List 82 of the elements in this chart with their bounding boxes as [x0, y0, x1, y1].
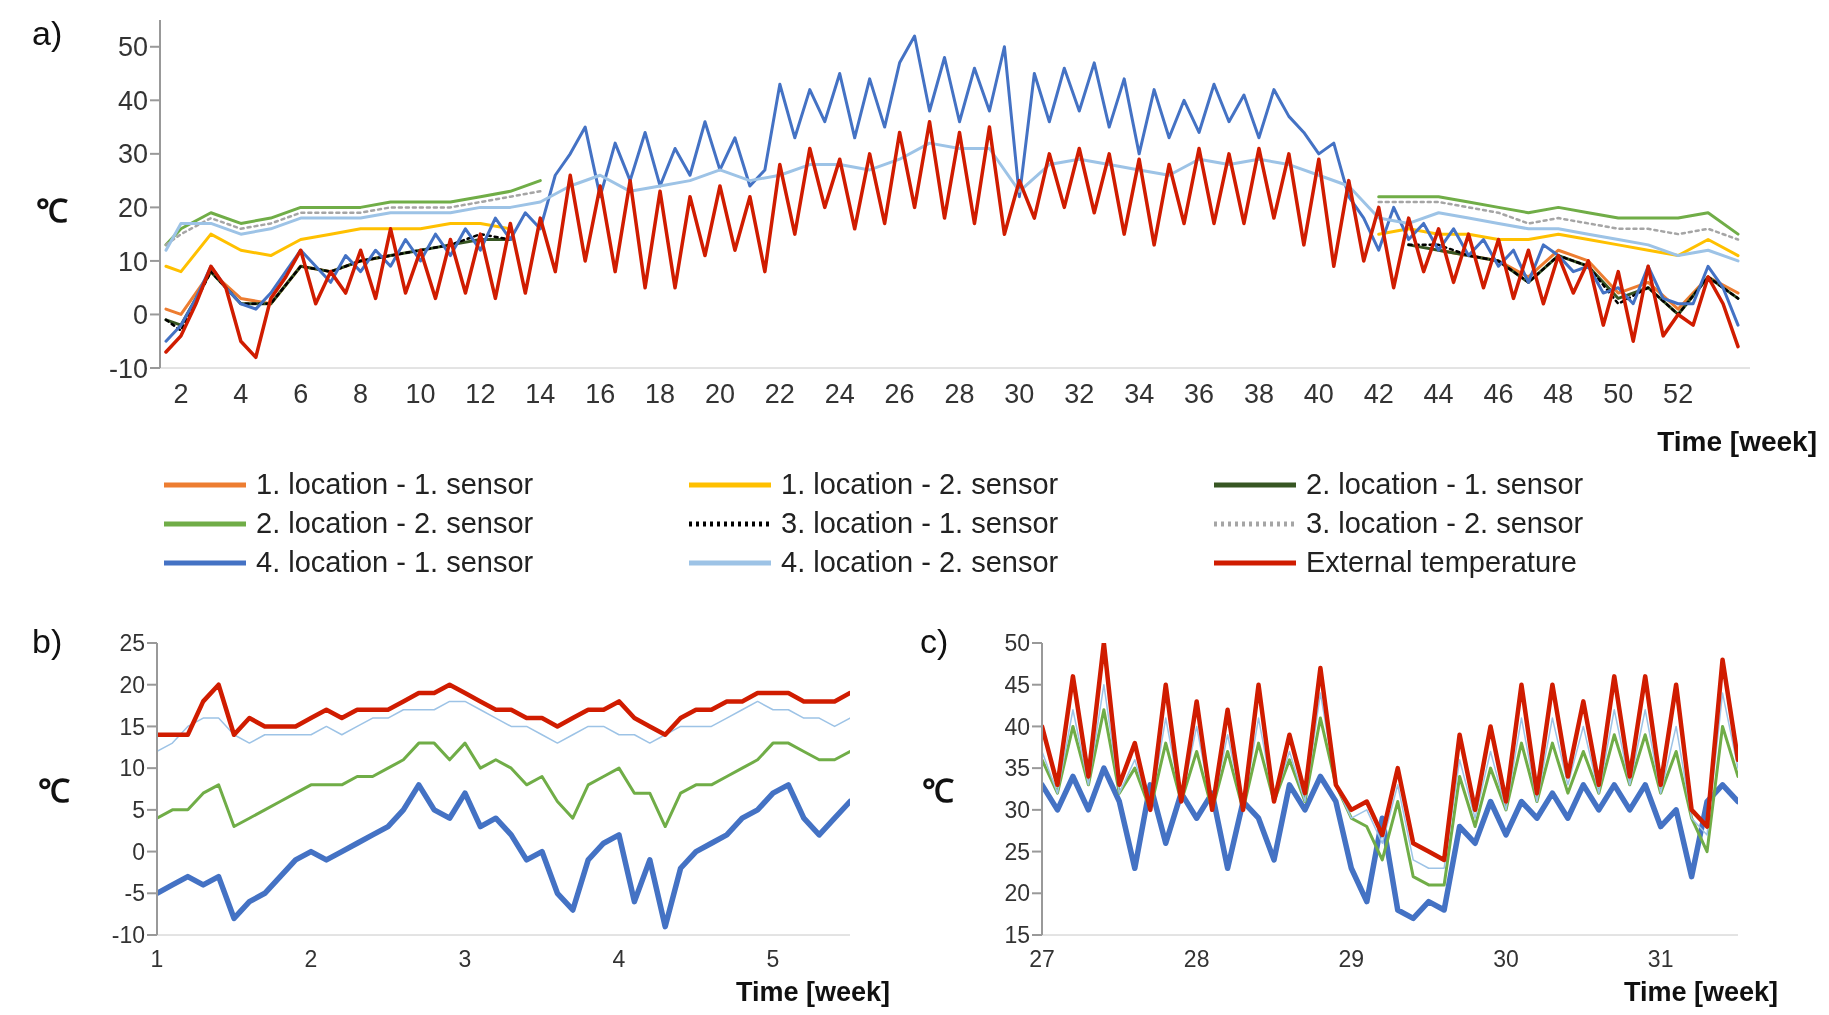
y-tick-label: 5 — [132, 797, 145, 824]
x-tick-label: 1 — [150, 946, 164, 973]
x-tick-label: 8 — [353, 379, 369, 410]
y-tick-label: 50 — [1004, 630, 1030, 657]
chart-title: b) — [32, 622, 63, 661]
x-tick-label: 5 — [766, 946, 780, 973]
legend-label: 4. location - 2. sensor — [781, 546, 1059, 579]
y-tick-label: 40 — [1004, 713, 1030, 740]
y-tick-label: 20 — [119, 671, 145, 698]
y-tick-label: -10 — [111, 922, 145, 949]
y-tick-label: 25 — [119, 630, 145, 657]
x-tick-label: 52 — [1663, 379, 1694, 410]
x-tick-label: 3 — [458, 946, 472, 973]
x-axis-title: Time [week] — [1657, 426, 1817, 458]
line-series — [164, 34, 1740, 343]
x-tick-label: 42 — [1363, 379, 1394, 410]
x-tick-label: 24 — [824, 379, 855, 410]
x-tick-label: 36 — [1184, 379, 1215, 410]
y-tick-label: 30 — [117, 139, 148, 170]
chart-title: c) — [920, 622, 949, 661]
legend-label: 3. location - 2. sensor — [1306, 507, 1584, 540]
x-tick-label: 28 — [944, 379, 975, 410]
x-tick-label: 50 — [1603, 379, 1634, 410]
y-tick-label: 10 — [117, 246, 148, 277]
legend-label: 1. location - 2. sensor — [781, 468, 1059, 501]
x-tick-label: 4 — [612, 946, 626, 973]
x-tick-label: 14 — [525, 379, 556, 410]
line-series — [164, 119, 1740, 360]
x-axis-title: Time [week] — [735, 977, 890, 1008]
x-tick-label: 20 — [704, 379, 735, 410]
y-axis-title: ℃ — [38, 772, 70, 811]
y-tick-label: -10 — [108, 353, 148, 384]
y-tick-label: 15 — [119, 713, 145, 740]
x-tick-label: 16 — [585, 379, 616, 410]
x-tick-label: 44 — [1423, 379, 1454, 410]
legend-label: External temperature — [1306, 546, 1577, 579]
y-tick-label: 40 — [117, 85, 148, 116]
legend-label: 4. location - 1. sensor — [256, 546, 534, 579]
y-tick-label: 30 — [1004, 797, 1030, 824]
y-tick-label: 0 — [132, 300, 148, 331]
y-tick-label: 25 — [1004, 838, 1030, 865]
y-tick-label: 15 — [1004, 922, 1030, 949]
line-series — [157, 741, 850, 829]
x-tick-label: 22 — [764, 379, 795, 410]
x-tick-label: 2 — [304, 946, 318, 973]
x-tick-label: 4 — [233, 379, 249, 410]
x-tick-label: 12 — [465, 379, 496, 410]
x-tick-label: 29 — [1338, 946, 1365, 973]
y-tick-label: 45 — [1004, 671, 1030, 698]
x-tick-label: 38 — [1243, 379, 1274, 410]
x-tick-label: 27 — [1029, 946, 1055, 973]
legend-label: 1. location - 1. sensor — [256, 468, 534, 501]
legend-label: 3. location - 1. sensor — [781, 507, 1059, 540]
x-tick-label: 18 — [645, 379, 676, 410]
y-axis-title: ℃ — [922, 772, 954, 811]
x-tick-label: 2 — [173, 379, 189, 410]
y-tick-label: 20 — [1004, 880, 1030, 907]
x-tick-label: 31 — [1647, 946, 1674, 973]
x-tick-label: 32 — [1064, 379, 1095, 410]
x-tick-label: 6 — [293, 379, 309, 410]
y-tick-label: 35 — [1004, 755, 1030, 782]
y-tick-label: -5 — [124, 880, 145, 907]
y-tick-label: 10 — [119, 755, 145, 782]
line-series — [1042, 643, 1738, 863]
legend-label: 2. location - 2. sensor — [256, 507, 534, 540]
x-tick-label: 26 — [884, 379, 915, 410]
chart-title: a) — [32, 14, 63, 53]
x-tick-label: 10 — [405, 379, 436, 410]
x-tick-label: 30 — [1493, 946, 1519, 973]
y-tick-label: 20 — [117, 192, 148, 223]
y-axis-title: ℃ — [36, 192, 68, 231]
legend-label: 2. location - 1. sensor — [1306, 468, 1584, 501]
x-tick-label: 28 — [1183, 946, 1210, 973]
x-tick-label: 46 — [1483, 379, 1514, 410]
x-tick-label: 40 — [1303, 379, 1334, 410]
x-tick-label: 48 — [1543, 379, 1574, 410]
line-series — [157, 682, 850, 738]
line-series — [157, 700, 850, 753]
y-tick-label: 0 — [132, 838, 145, 865]
x-axis-title: Time [week] — [1623, 977, 1778, 1008]
y-tick-label: 50 — [117, 32, 148, 63]
x-tick-label: 34 — [1124, 379, 1155, 410]
